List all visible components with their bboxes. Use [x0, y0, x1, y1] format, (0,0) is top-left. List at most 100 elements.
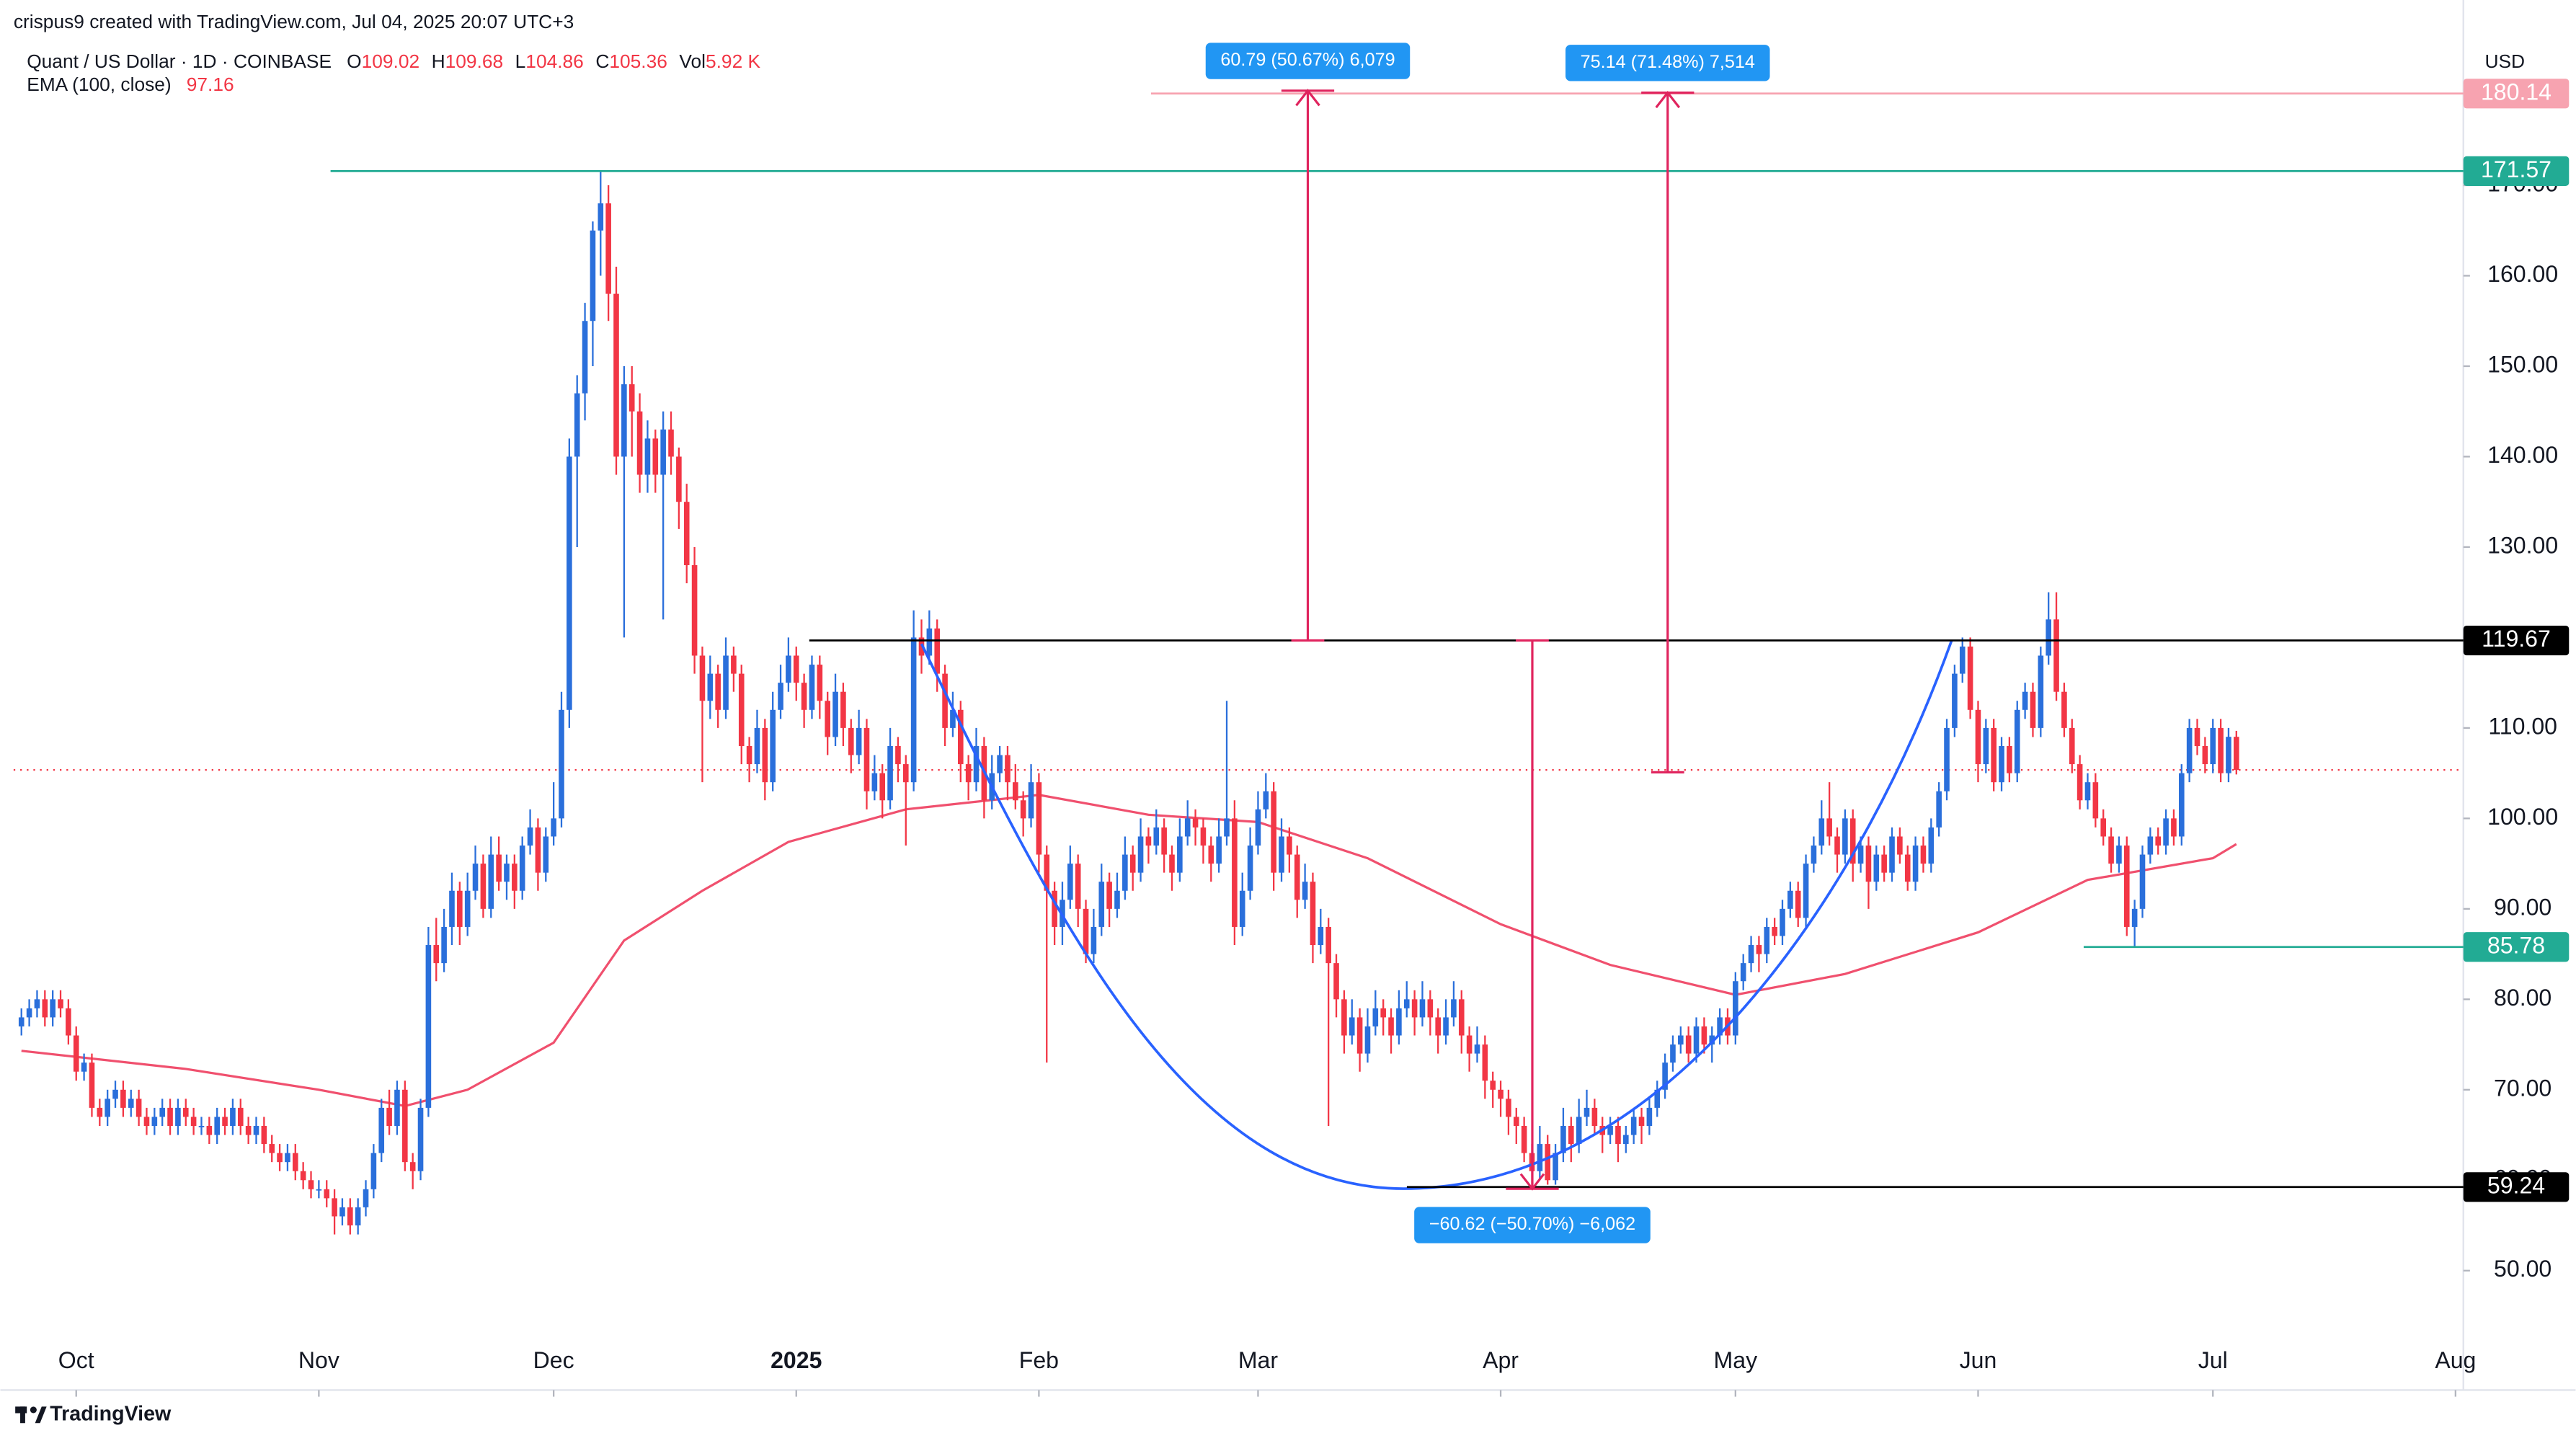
candle-body: [1717, 1017, 1723, 1036]
candle-body: [1826, 818, 1832, 837]
candle-body: [1693, 1026, 1700, 1054]
y-tick-label: 70.00: [2494, 1075, 2551, 1101]
candle-body: [715, 673, 721, 710]
symbol-line: Quant / US Dollar · 1D · COINBASE O109.0…: [27, 50, 760, 72]
candle-body: [801, 683, 807, 710]
candle-body: [1811, 846, 1817, 864]
candle-body: [942, 673, 948, 728]
candle-body: [2077, 764, 2083, 801]
candle-body: [691, 565, 698, 656]
candle-body: [559, 709, 564, 819]
candle-body: [1646, 1107, 1653, 1126]
logo-mark: [20, 1406, 25, 1424]
candle-body: [2038, 655, 2044, 728]
logo-mark: [35, 1406, 47, 1424]
candle-body: [269, 1144, 275, 1153]
candle-body: [34, 999, 40, 1008]
candle-body: [339, 1207, 345, 1217]
candle-body: [1904, 854, 1911, 882]
candle-body: [2061, 691, 2067, 728]
ohlc-value: 104.86: [525, 50, 584, 72]
x-tick-label: Aug: [2435, 1347, 2476, 1373]
candle-body: [2218, 727, 2224, 773]
candle-body: [723, 655, 729, 710]
candle-body: [214, 1117, 221, 1135]
candle-body: [2226, 737, 2231, 773]
candle-body: [1999, 745, 2004, 783]
candle-body: [950, 709, 956, 728]
logo-mark: [30, 1406, 37, 1414]
candle-body: [2116, 846, 2122, 864]
measure-arrow: [1655, 90, 1681, 109]
candle-body: [1458, 999, 1465, 1036]
candle-body: [441, 926, 447, 964]
candle-body: [1795, 890, 1801, 918]
candle-body: [1873, 854, 1880, 882]
candle-body: [2171, 818, 2177, 837]
candle-body: [1247, 846, 1253, 891]
candle-body: [590, 230, 596, 321]
candle-body: [683, 502, 690, 566]
candle-body: [567, 456, 572, 710]
ohlc-value: 105.36: [609, 50, 667, 72]
candle-body: [1075, 864, 1081, 909]
candle-body: [2022, 691, 2028, 710]
candle-body: [1920, 846, 1927, 864]
candle-body: [1333, 963, 1339, 1000]
candle-body: [370, 1153, 377, 1189]
candle-body: [1435, 1017, 1441, 1036]
candle-body: [1983, 727, 1989, 765]
candle-body: [1411, 999, 1418, 1018]
candle-body: [1184, 818, 1191, 837]
candle-body: [1818, 818, 1825, 846]
measure-label: −60.62 (−50.70%) −6,062: [1429, 1214, 1635, 1234]
brand: TradingView: [50, 1402, 172, 1425]
candle-body: [1302, 882, 1308, 900]
candle-body: [300, 1171, 306, 1181]
volume-label: Vol: [679, 50, 706, 72]
candle-body: [754, 727, 760, 765]
candle-body: [425, 945, 432, 1108]
candle-body: [1341, 999, 1347, 1036]
candle-body: [1067, 864, 1073, 900]
candle-body: [81, 1062, 87, 1072]
candle-body: [1857, 846, 1864, 864]
candle-body: [175, 1107, 181, 1126]
price-label: 171.57: [2481, 156, 2551, 182]
x-tick-label: May: [1714, 1347, 1758, 1373]
candle-body: [402, 1089, 408, 1163]
price-label: 180.14: [2481, 79, 2551, 105]
x-tick-label: Feb: [1019, 1347, 1059, 1373]
y-tick-label: 130.00: [2487, 532, 2558, 558]
candle-body: [636, 411, 643, 475]
candle-body: [237, 1107, 244, 1126]
candle-body: [731, 655, 737, 674]
candle-body: [1028, 782, 1034, 819]
candle-body: [2147, 836, 2154, 855]
candle-body: [245, 1125, 252, 1135]
candle-body: [18, 1017, 25, 1026]
symbol: Quant / US Dollar · 1D · COINBASE: [27, 50, 332, 72]
candle-body: [182, 1107, 189, 1117]
candle-body: [1474, 1044, 1480, 1054]
candle-body: [2092, 782, 2099, 819]
candle-body: [1098, 882, 1105, 927]
candle-body: [1780, 908, 1785, 936]
candle-body: [1678, 1035, 1684, 1045]
price-label-box: [2463, 79, 2570, 109]
candle-body: [1991, 727, 1997, 783]
candle-body: [2053, 619, 2059, 692]
candle-body: [1803, 864, 1809, 918]
candle-body: [347, 1207, 353, 1226]
candle-body: [277, 1153, 283, 1163]
candle-body: [2084, 782, 2091, 801]
ohlc-label: H: [432, 50, 445, 72]
candle-body: [1756, 945, 1762, 954]
price-label-box: [2463, 932, 2570, 962]
candle-body: [2186, 727, 2193, 773]
ema-value: 97.16: [187, 74, 234, 95]
candle-body: [2139, 854, 2146, 909]
candle-body: [621, 384, 627, 457]
x-tick-label: Jul: [2198, 1347, 2228, 1373]
